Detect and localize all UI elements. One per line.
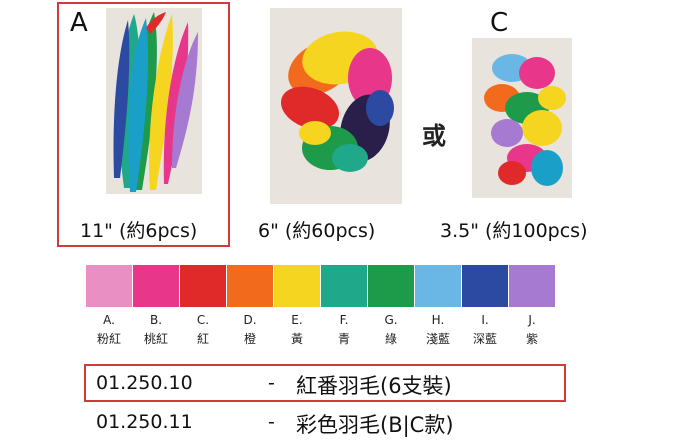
color-swatch-b: [133, 265, 179, 307]
color-name-d: 橙: [243, 332, 256, 346]
color-code-h: H.: [431, 313, 445, 327]
option-a-feather-image: [106, 8, 202, 194]
option-a-highlight-frame: [57, 2, 230, 247]
option-a-size-label: 11" (約6pcs): [80, 220, 198, 242]
color-code-f: F.: [339, 313, 349, 327]
product-code-2: 01.250.11: [96, 411, 193, 433]
option-b-size-label: 6" (約60pcs): [258, 220, 376, 242]
color-name-c: 紅: [196, 332, 209, 346]
color-swatch-a: [86, 265, 132, 307]
color-name-f: 青: [337, 332, 350, 346]
product-dash-2: -: [268, 411, 275, 433]
color-code-d: D.: [243, 313, 257, 327]
color-name-a: 粉紅: [96, 332, 121, 346]
color-name-b: 桃紅: [143, 332, 168, 346]
product-row-highlight-frame: [84, 364, 566, 402]
color-swatch-e: [274, 265, 320, 307]
color-name-h: 淺藍: [425, 332, 450, 346]
or-label: 或: [422, 122, 446, 150]
color-name-j: 紫: [525, 332, 538, 346]
option-b-feather-image: [270, 8, 402, 204]
color-code-a: A.: [103, 313, 115, 327]
color-swatch-c: [180, 265, 226, 307]
color-code-b: B.: [149, 313, 163, 327]
option-c-size-label: 3.5" (約100pcs): [440, 220, 588, 242]
option-c-letter: C: [490, 8, 509, 38]
color-swatch-j: [509, 265, 555, 307]
color-swatch-i: [462, 265, 508, 307]
color-swatch-g: [368, 265, 414, 307]
product-dash-1: -: [268, 372, 275, 394]
product-desc-2: 彩色羽毛(B|C款): [296, 413, 454, 437]
color-code-c: C.: [196, 313, 210, 327]
color-code-i: I.: [481, 313, 489, 327]
product-desc-1: 紅番羽毛(6支裝): [296, 374, 452, 398]
color-swatch-f: [321, 265, 367, 307]
color-swatch-h: [415, 265, 461, 307]
product-code-1: 01.250.10: [96, 372, 193, 394]
color-code-e: E.: [291, 313, 303, 327]
color-code-j: J.: [528, 313, 536, 327]
option-a-letter: A: [70, 8, 88, 38]
option-c-feather-image: [472, 38, 572, 198]
color-name-i: 深藍: [472, 332, 497, 346]
color-name-e: 黃: [290, 332, 303, 346]
color-swatch-d: [227, 265, 273, 307]
color-name-g: 綠: [384, 332, 397, 346]
color-code-g: G.: [384, 313, 398, 327]
